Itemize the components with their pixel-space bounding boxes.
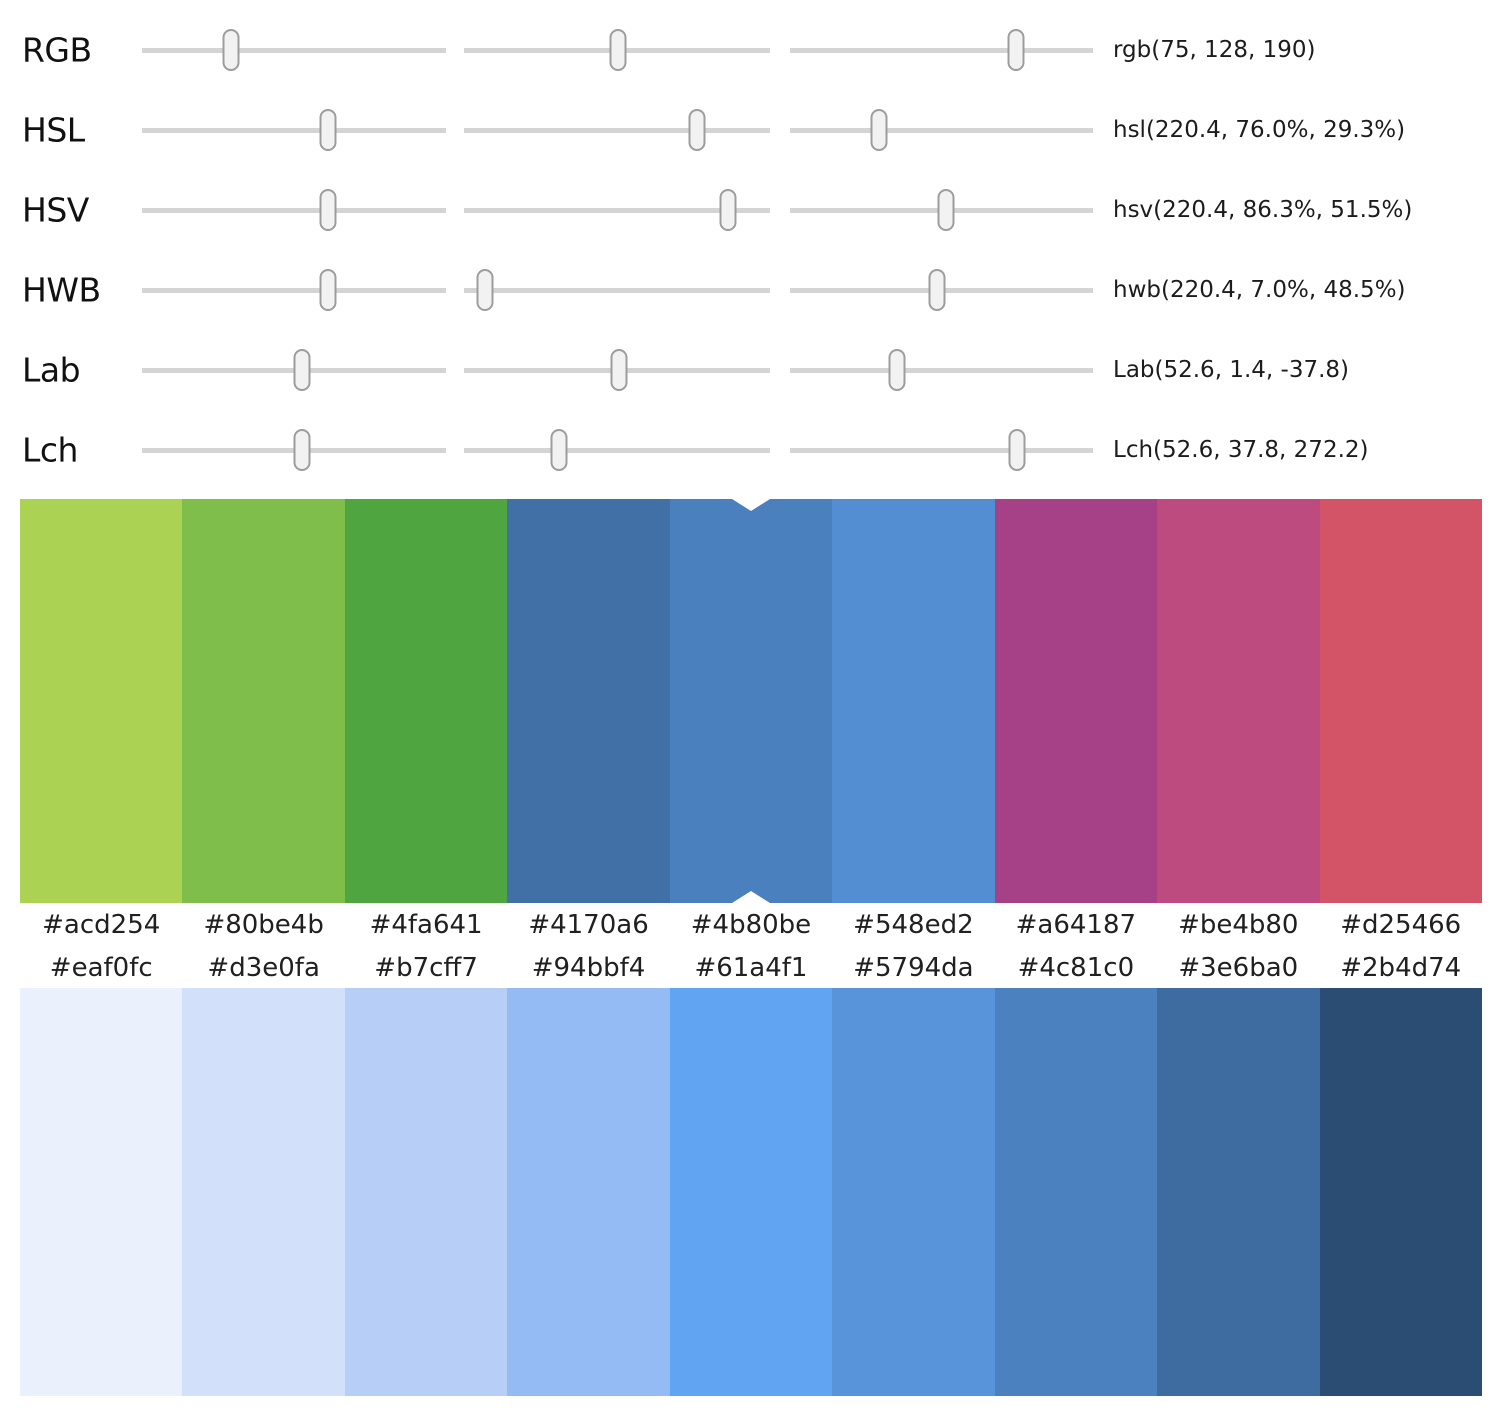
rgb-slider-thumb-3[interactable]: [1007, 29, 1025, 71]
shade-hex-label-4: #61a4f1: [694, 952, 808, 983]
color-value-lch: Lch(52.6, 37.8, 272.2): [1113, 437, 1369, 463]
hue-hex-labels: #acd254 #80be4b #4fa641 #4170a6 #4b80be #548e…: [20, 903, 1482, 947]
shade-swatch-8[interactable]: [1319, 988, 1482, 1396]
colorspace-label-lch: Lch: [22, 430, 78, 470]
lab-slider-thumb-2[interactable]: [610, 349, 628, 391]
selected-swatch-notch-top-icon: [731, 499, 770, 511]
hsv-slider-track-1[interactable]: [142, 189, 446, 231]
hue-swatch-8[interactable]: [1319, 499, 1482, 903]
hue-swatch-4[interactable]: [669, 499, 833, 903]
hue-swatch-0[interactable]: [20, 499, 183, 903]
hsv-slider-track-2[interactable]: [464, 189, 770, 231]
hwb-slider-thumb-3[interactable]: [928, 269, 946, 311]
lab-slider-thumb-1[interactable]: [293, 349, 311, 391]
hue-hex-label-1: #80be4b: [203, 910, 324, 940]
hue-swatch-7[interactable]: [1157, 499, 1320, 903]
color-value-hsl: hsl(220.4, 76.0%, 29.3%): [1113, 117, 1406, 143]
hue-hex-label-7: #be4b80: [1178, 910, 1299, 940]
hwb-slider-track-1[interactable]: [142, 269, 446, 311]
hsv-slider-thumb-2[interactable]: [719, 189, 737, 231]
slider-row-hsl: HSL hsl(220.4, 76.0%, 29.3%): [0, 90, 1501, 170]
color-value-rgb: rgb(75, 128, 190): [1113, 37, 1316, 63]
slider-panel: RGB rgb(75, 128, 190) HSL hsl(220.4, 76.0%,…: [0, 0, 1501, 499]
shade-swatch-2[interactable]: [344, 988, 508, 1396]
lab-slider-track-3[interactable]: [790, 349, 1093, 391]
slider-row-hsv: HSV hsv(220.4, 86.3%, 51.5%): [0, 170, 1501, 250]
shade-swatch-4[interactable]: [669, 988, 833, 1396]
hsl-slider-thumb-3[interactable]: [870, 109, 888, 151]
lab-slider-track-2[interactable]: [464, 349, 770, 391]
hue-hex-label-4: #4b80be: [690, 910, 812, 940]
slider-row-lab: Lab Lab(52.6, 1.4, -37.8): [0, 330, 1501, 410]
colorspace-label-rgb: RGB: [22, 30, 92, 70]
colorspace-label-lab: Lab: [22, 350, 81, 390]
colorspace-label-hsv: HSV: [22, 190, 89, 230]
hue-swatch-3[interactable]: [507, 499, 670, 903]
lch-slider-track-1[interactable]: [142, 429, 446, 471]
shade-swatch-0[interactable]: [20, 988, 183, 1396]
color-value-hwb: hwb(220.4, 7.0%, 48.5%): [1113, 277, 1406, 303]
rgb-slider-track-3[interactable]: [790, 29, 1093, 71]
hsl-slider-track-1[interactable]: [142, 109, 446, 151]
color-value-hsv: hsv(220.4, 86.3%, 51.5%): [1113, 197, 1413, 223]
hue-hex-label-8: #d25466: [1340, 910, 1462, 940]
lab-slider-thumb-3[interactable]: [888, 349, 906, 391]
shade-hex-label-8: #2b4d74: [1340, 952, 1462, 983]
hue-swatch-2[interactable]: [344, 499, 508, 903]
rgb-slider-track-1[interactable]: [142, 29, 446, 71]
shade-hex-label-6: #4c81c0: [1017, 952, 1135, 983]
lch-slider-thumb-2[interactable]: [550, 429, 568, 471]
hwb-slider-track-2[interactable]: [464, 269, 770, 311]
hue-hex-label-2: #4fa641: [369, 910, 483, 940]
slider-row-rgb: RGB rgb(75, 128, 190): [0, 10, 1501, 90]
rgb-slider-thumb-2[interactable]: [609, 29, 627, 71]
lch-slider-thumb-1[interactable]: [293, 429, 311, 471]
hue-hex-label-6: #a64187: [1015, 910, 1137, 940]
hsv-slider-track-3[interactable]: [790, 189, 1093, 231]
hwb-slider-thumb-1[interactable]: [319, 269, 337, 311]
shade-hex-label-1: #d3e0fa: [207, 952, 320, 983]
hsl-slider-track-3[interactable]: [790, 109, 1093, 151]
lch-slider-track-2[interactable]: [464, 429, 770, 471]
color-value-lab: Lab(52.6, 1.4, -37.8): [1113, 357, 1349, 383]
shade-swatch-1[interactable]: [182, 988, 345, 1396]
selected-swatch-notch-bottom-icon: [731, 891, 770, 903]
hue-swatch-1[interactable]: [182, 499, 345, 903]
shade-hex-label-0: #eaf0fc: [49, 952, 153, 983]
lab-slider-track-1[interactable]: [142, 349, 446, 391]
shade-swatch-3[interactable]: [507, 988, 670, 1396]
shade-hex-labels: #eaf0fc #d3e0fa #b7cff7 #94bbf4 #61a4f1 #5794…: [20, 947, 1482, 988]
slider-row-hwb: HWB hwb(220.4, 7.0%, 48.5%): [0, 250, 1501, 330]
hue-hex-label-3: #4170a6: [528, 910, 649, 940]
shade-hex-label-7: #3e6ba0: [1178, 952, 1299, 983]
hsv-slider-thumb-3[interactable]: [937, 189, 955, 231]
shade-hex-label-2: #b7cff7: [374, 952, 478, 983]
lch-slider-thumb-3[interactable]: [1008, 429, 1026, 471]
colorspace-label-hwb: HWB: [22, 270, 101, 310]
shade-palette: [20, 988, 1482, 1396]
hue-swatch-5[interactable]: [832, 499, 995, 903]
slider-row-lch: Lch Lch(52.6, 37.8, 272.2): [0, 410, 1501, 490]
hsl-slider-thumb-1[interactable]: [319, 109, 337, 151]
shade-swatch-7[interactable]: [1157, 988, 1320, 1396]
hwb-slider-thumb-2[interactable]: [476, 269, 494, 311]
shade-swatch-5[interactable]: [832, 988, 995, 1396]
rgb-slider-thumb-1[interactable]: [222, 29, 240, 71]
shade-hex-label-5: #5794da: [853, 952, 974, 983]
colorspace-label-hsl: HSL: [22, 110, 85, 150]
hsl-slider-thumb-2[interactable]: [688, 109, 706, 151]
shade-hex-label-3: #94bbf4: [531, 952, 646, 983]
hue-palette: [20, 499, 1482, 903]
hsl-slider-track-2[interactable]: [464, 109, 770, 151]
lch-slider-track-3[interactable]: [790, 429, 1093, 471]
hwb-slider-track-3[interactable]: [790, 269, 1093, 311]
hue-hex-label-0: #acd254: [42, 910, 161, 940]
hsv-slider-thumb-1[interactable]: [319, 189, 337, 231]
rgb-slider-track-2[interactable]: [464, 29, 770, 71]
shade-swatch-6[interactable]: [994, 988, 1158, 1396]
hue-hex-label-5: #548ed2: [853, 910, 974, 940]
hue-swatch-6[interactable]: [994, 499, 1158, 903]
